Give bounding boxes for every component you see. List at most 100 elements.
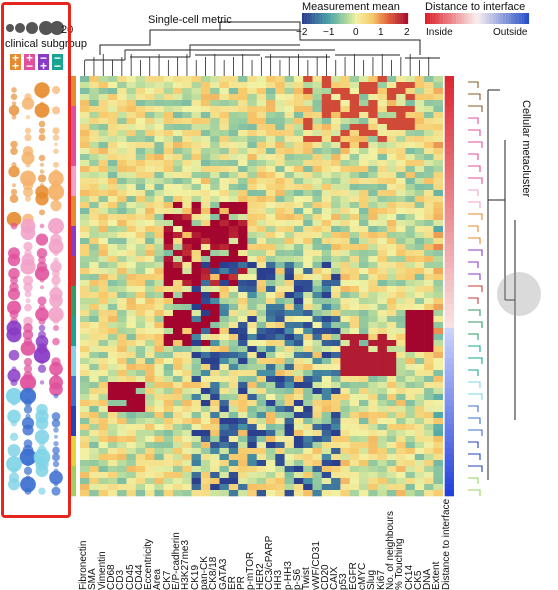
heatmap-cell: [191, 478, 202, 485]
distance-cell: [444, 226, 454, 233]
heatmap-cell: [154, 130, 164, 137]
heatmap-cell: [210, 76, 220, 83]
heatmap-cell: [238, 94, 248, 101]
heatmap-cell: [256, 286, 267, 293]
heatmap-cell: [238, 136, 248, 143]
heatmap-cell: [256, 358, 267, 365]
heatmap-cell: [340, 400, 350, 407]
heatmap-cell: [163, 184, 174, 191]
heatmap-cell: [312, 406, 323, 413]
heatmap-cell: [284, 406, 295, 413]
heatmap-cell: [89, 76, 99, 83]
heatmap-cell: [191, 100, 202, 107]
heatmap-cell: [173, 310, 183, 317]
heatmap-cell: [321, 466, 332, 473]
heatmap-cell: [424, 100, 434, 107]
heatmap-cell: [247, 424, 257, 431]
heatmap-cell: [377, 244, 388, 251]
heatmap-cell: [219, 256, 230, 263]
heatmap-cell: [238, 334, 248, 341]
heatmap-cell: [433, 328, 443, 335]
heatmap-cell: [238, 226, 248, 233]
heatmap-cell: [275, 412, 285, 419]
heatmap-cell: [368, 202, 378, 209]
heatmap-cell: [126, 220, 137, 227]
heatmap-cell: [256, 154, 267, 161]
heatmap-cell: [256, 112, 267, 119]
subgroup-bubble: [8, 105, 20, 116]
heatmap-cell: [182, 430, 192, 437]
heatmap-cell: [424, 304, 434, 311]
heatmap-cell: [98, 358, 109, 365]
top-dendrogram: [99, 21, 421, 55]
heatmap-cell: [321, 184, 332, 191]
distance-cell: [444, 346, 454, 353]
heatmap-cell: [117, 322, 127, 329]
heatmap-cell: [154, 76, 164, 83]
heatmap-cell: [135, 448, 146, 455]
heatmap-cell: [117, 316, 127, 323]
heatmap-cell: [145, 250, 155, 257]
heatmap-cell: [163, 442, 174, 449]
heatmap-cell: [247, 442, 257, 449]
heatmap-cell: [275, 460, 285, 467]
heatmap-cell: [219, 334, 230, 341]
heatmap-cell: [275, 256, 285, 263]
heatmap-cell: [98, 208, 109, 215]
heatmap-cell: [117, 352, 127, 359]
heatmap-cell: [293, 418, 304, 425]
heatmap-cell: [228, 154, 239, 161]
heatmap-cell: [256, 82, 267, 89]
heatmap-cell: [200, 352, 211, 359]
heatmap-cell: [154, 430, 164, 437]
heatmap-cell: [284, 136, 295, 143]
heatmap-cell: [405, 430, 416, 437]
heatmap-cell: [303, 256, 313, 263]
heatmap-cell: [145, 154, 155, 161]
heatmap-cell: [321, 334, 332, 341]
heatmap-cell: [368, 112, 378, 119]
heatmap-cell: [377, 178, 388, 185]
heatmap-cell: [80, 226, 90, 233]
heatmap-cell: [275, 346, 285, 353]
heatmap-cell: [433, 82, 443, 89]
heatmap-cell: [98, 130, 109, 137]
heatmap-cell: [359, 112, 369, 119]
heatmap-cell: [191, 322, 202, 329]
heatmap-cell: [89, 358, 99, 365]
heatmap-cell: [275, 250, 285, 257]
colorbar-segment: [368, 13, 372, 24]
heatmap-cell: [414, 100, 425, 107]
heatmap-cell: [377, 124, 388, 131]
heatmap-cell: [312, 202, 323, 209]
heatmap-cell: [247, 490, 257, 497]
heatmap-cell: [405, 190, 416, 197]
heatmap-cell: [219, 214, 230, 221]
heatmap-cell: [135, 466, 146, 473]
heatmap-cell: [312, 358, 323, 365]
heatmap-cell: [321, 238, 332, 245]
heatmap-cell: [424, 388, 434, 395]
subgroup-bubble: [52, 337, 60, 346]
right-dendrogram-branch: [468, 405, 479, 412]
heatmap-cell: [424, 436, 434, 443]
heatmap-cell: [303, 382, 313, 389]
heatmap-cell: [107, 406, 118, 413]
heatmap-cell: [303, 124, 313, 131]
heatmap-cell: [191, 76, 202, 83]
heatmap-cell: [98, 232, 109, 239]
heatmap-cell: [331, 76, 341, 83]
heatmap-cell: [219, 304, 230, 311]
heatmap-cell: [107, 466, 118, 473]
colorbar-segment: [389, 13, 393, 24]
heatmap-cell: [154, 382, 164, 389]
heatmap-cell: [182, 316, 192, 323]
heatmap-cell: [303, 352, 313, 359]
measurement-mean-title: Measurement mean: [302, 1, 400, 13]
cluster-strip-cell: [70, 118, 76, 125]
heatmap-cell: [331, 190, 341, 197]
heatmap-cell: [145, 172, 155, 179]
subgroup-bubble: [23, 282, 33, 292]
heatmap-cell: [191, 292, 202, 299]
heatmap-cell: [163, 172, 174, 179]
